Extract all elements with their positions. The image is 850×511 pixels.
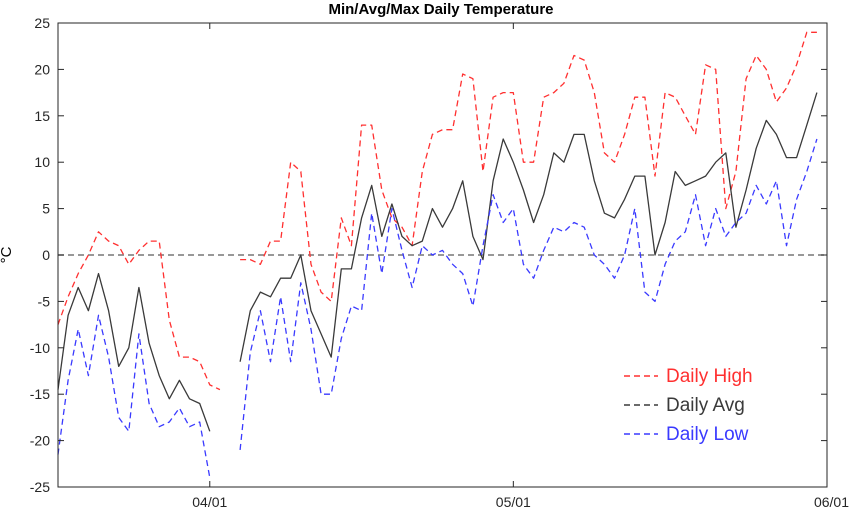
series-line-daily-avg-segment-2: [239, 92, 818, 362]
series-lines: [57, 31, 818, 478]
y-tick-label: -15: [30, 386, 50, 402]
x-tick-label: 05/01: [496, 494, 531, 510]
series-line-daily-low-segment-1: [57, 314, 211, 478]
y-tick-label: -25: [30, 479, 50, 495]
x-axis-ticks: 04/01 05/01 06/01: [192, 23, 849, 510]
y-tick-label: 15: [34, 108, 50, 124]
legend-label-daily-high: Daily High: [666, 366, 753, 387]
x-tick-label: 06/01: [814, 494, 849, 510]
y-tick-label: -5: [38, 293, 51, 309]
y-axis-label: °C: [0, 246, 15, 263]
y-tick-label: 5: [42, 201, 50, 217]
y-axis-ticks: -25 -20 -15 -10 -5 0 5 10 15 20 25: [30, 15, 827, 495]
legend-label-daily-low: Daily Low: [666, 424, 749, 445]
series-line-daily-high-segment-1: [57, 231, 221, 391]
y-tick-label: 25: [34, 15, 50, 31]
y-tick-label: 0: [42, 247, 50, 263]
x-tick-label: 04/01: [192, 494, 227, 510]
series-line-daily-high-segment-2: [240, 31, 817, 303]
y-tick-label: -10: [30, 340, 50, 356]
chart-title: Min/Avg/Max Daily Temperature: [328, 1, 553, 18]
series-line-daily-avg-segment-1: [57, 272, 211, 432]
series-line-daily-low-segment-2: [239, 138, 818, 450]
y-tick-label: 20: [34, 61, 50, 77]
y-tick-label: 10: [34, 154, 50, 170]
legend: Daily High Daily Avg Daily Low: [624, 366, 753, 445]
legend-label-daily-avg: Daily Avg: [666, 395, 745, 416]
y-tick-label: -20: [30, 433, 50, 449]
